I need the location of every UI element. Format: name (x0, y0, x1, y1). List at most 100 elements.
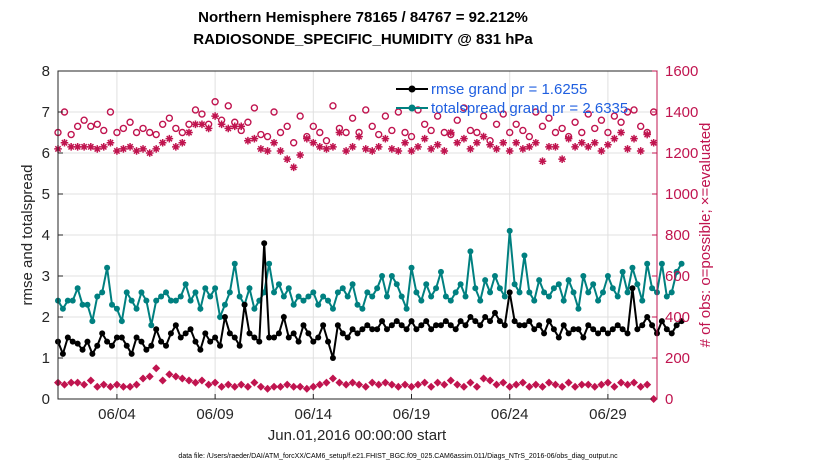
rmse-point (231, 334, 238, 341)
rmse-point (629, 285, 636, 292)
rmse-point (565, 330, 572, 337)
evaluated-obs-point (623, 145, 632, 153)
possible-obs-point (506, 128, 514, 137)
rmse-point (541, 330, 548, 337)
footnote: data file: /Users/raeder/DAI/ATM_forcXX/… (178, 453, 618, 460)
evaluated-obs-point (172, 143, 180, 151)
possible-obs-point (329, 102, 337, 110)
y-tick-label-left: 1 (42, 350, 50, 367)
possible-obs-point (578, 128, 586, 137)
chart-title-line2: RADIOSONDE_SPECIFIC_HUMIDITY @ 831 hPa (193, 31, 533, 48)
evaluated-obs-point (577, 138, 586, 147)
totalspread-point (285, 285, 292, 292)
evaluated-obs-low-point (643, 380, 652, 389)
evaluated-obs-point (322, 145, 331, 153)
possible-obs-point (198, 110, 206, 118)
evaluated-obs-low-point (171, 372, 180, 381)
rmse-point (251, 334, 258, 341)
totalspread-point (423, 281, 430, 288)
possible-obs-point (427, 126, 435, 135)
totalspread-point (163, 289, 170, 296)
possible-obs-point (146, 128, 154, 137)
evaluated-obs-low-point (355, 380, 364, 389)
totalspread-point (570, 289, 577, 296)
evaluated-obs-point (551, 143, 560, 151)
totalspread-point (575, 305, 582, 312)
totalspread-point (639, 297, 646, 304)
rmse-point (472, 318, 479, 325)
possible-obs-point (191, 106, 200, 114)
evaluated-obs-low-point (80, 380, 89, 389)
evaluated-obs-low-point (603, 378, 612, 387)
possible-obs-point (172, 124, 180, 133)
totalspread-point (457, 281, 464, 288)
totalspread-point (545, 293, 552, 300)
left-axis-ticks: 0 1 2 3 4 5 6 7 8 (42, 63, 63, 408)
evaluated-obs-point (145, 149, 154, 157)
totalspread-point (408, 264, 415, 271)
evaluated-obs-point (244, 136, 252, 145)
evaluated-obs-point (388, 145, 396, 153)
totalspread-point (231, 260, 238, 267)
evaluated-obs-point (630, 134, 638, 143)
totalspread-point (413, 289, 420, 296)
evaluated-obs-low-point (571, 382, 580, 391)
rmse-point (526, 318, 533, 325)
evaluated-obs-low-point (427, 382, 436, 391)
x-axis-ticks: 06/04 06/09 06/14 06/19 06/24 06/29 (98, 394, 627, 423)
possible-obs-point (407, 132, 416, 141)
totalspread-point (212, 285, 219, 292)
evaluated-obs-low-point (230, 382, 239, 391)
evaluated-obs-low-point (184, 376, 193, 385)
possible-obs-point (283, 122, 291, 131)
totalspread-point (580, 273, 587, 279)
rmse-point (275, 330, 282, 337)
evaluated-obs-low-point (315, 380, 324, 389)
rmse-point (123, 342, 130, 349)
possible-obs-point (309, 122, 318, 131)
totalspread-point (148, 322, 155, 329)
totalspread-point (560, 297, 567, 304)
possible-obs-point (178, 128, 187, 137)
possible-obs-point (152, 130, 160, 139)
evaluated-obs-low-point (472, 382, 481, 391)
possible-obs-point (591, 124, 599, 133)
evaluated-obs-low-point (512, 380, 521, 389)
rmse-point (329, 355, 336, 361)
rmse-point (89, 350, 96, 357)
totalspread-point (113, 305, 120, 312)
evaluated-obs-point (158, 138, 167, 147)
totalspread-point (339, 285, 346, 292)
legend-label-totalspread: totalspread grand pr = 2.6335 (431, 100, 628, 117)
possible-obs-point (113, 128, 121, 137)
rmse-point (226, 330, 233, 337)
rmse-point (634, 326, 641, 333)
rmse-point (506, 289, 513, 296)
rmse-point (241, 301, 248, 308)
evaluated-obs-point (427, 145, 435, 153)
rmse-point (207, 338, 214, 345)
totalspread-point (452, 289, 459, 296)
totalspread-point (678, 260, 685, 267)
evaluated-obs-point (381, 134, 390, 143)
totalspread-point (123, 289, 130, 296)
totalspread-point (109, 301, 116, 308)
totalspread-point (197, 305, 204, 312)
y-tick-label-right: 200 (665, 350, 690, 367)
totalspread-point (133, 305, 140, 312)
totalspread-point (158, 293, 165, 300)
possible-obs-point (558, 124, 566, 133)
totalspread-point (84, 301, 91, 308)
y-tick-label-right: 1600 (665, 63, 698, 80)
possible-obs-point (362, 106, 370, 114)
rmse-point (482, 314, 489, 320)
evaluated-obs-low-point (538, 382, 547, 391)
totalspread-point (462, 293, 469, 300)
totalspread-point (541, 289, 548, 296)
evaluated-obs-low-point (636, 382, 645, 391)
rmse-point (560, 322, 567, 329)
possible-obs-point (165, 114, 174, 122)
rmse-point (531, 326, 538, 333)
evaluated-obs-point (198, 120, 206, 129)
rmse-point (163, 342, 170, 349)
